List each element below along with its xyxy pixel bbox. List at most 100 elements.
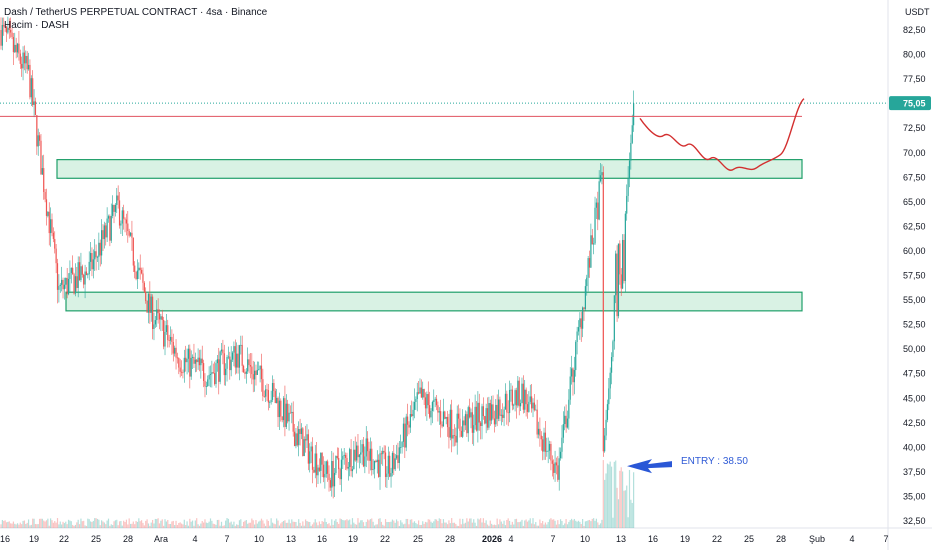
volume-label[interactable]: Hacim · DASH [4, 20, 70, 31]
volume-bar [429, 519, 431, 528]
volume-bar [601, 519, 603, 528]
candle-body [32, 78, 34, 105]
candle-body [499, 399, 501, 416]
volume-bar [19, 522, 21, 528]
volume-bar [205, 522, 207, 528]
candle-body [471, 412, 473, 433]
volume-bar [395, 519, 398, 528]
volume-bar [481, 522, 483, 528]
volume-bar [40, 518, 42, 528]
volume-bar [251, 518, 253, 528]
volume-bar [51, 520, 53, 528]
volume-bar [59, 521, 61, 528]
volume-bar [368, 520, 370, 528]
candle-body [460, 430, 462, 437]
candle-body [314, 453, 316, 473]
volume-bar [190, 521, 192, 528]
candle-body [333, 473, 336, 487]
volume-bar [29, 525, 31, 528]
volume-bar [277, 520, 279, 528]
volume-bar [438, 518, 440, 528]
volume-bar [225, 520, 227, 528]
candle-body [207, 379, 209, 387]
candle-body [92, 259, 94, 270]
candle-body [157, 309, 159, 314]
candle-body [371, 448, 373, 471]
volume-bar [262, 520, 264, 528]
candle-body [163, 320, 165, 347]
candle-body [66, 277, 68, 295]
volume-bar [373, 525, 376, 528]
y-tick-label: 82,50 [903, 25, 926, 35]
volume-bar [296, 525, 298, 528]
volume-bar [77, 519, 79, 528]
candle-body [610, 357, 613, 373]
candle-body [339, 469, 341, 480]
volume-bar [36, 524, 38, 528]
volume-bar [610, 466, 613, 528]
volume-bar [491, 523, 493, 528]
volume-bar [431, 522, 433, 528]
candle-body [218, 359, 220, 382]
volume-bar [241, 525, 243, 528]
volume-bar [587, 520, 589, 528]
candle-body [434, 398, 436, 401]
candle-body [588, 258, 591, 268]
resistance-zone [56, 159, 803, 179]
candle-body [209, 374, 212, 375]
candle-body [548, 443, 551, 451]
volume-bar [38, 518, 41, 528]
volume-bar [448, 520, 450, 528]
candle-body [183, 357, 185, 373]
candle-body [626, 195, 628, 214]
volume-bar [73, 525, 75, 528]
volume-bar [426, 522, 428, 528]
candle-body [584, 286, 586, 310]
volume-bar [229, 522, 231, 528]
volume-bar [116, 519, 118, 528]
candle-body [208, 374, 210, 380]
volume-bar [27, 519, 30, 528]
volume-bar [129, 523, 132, 528]
symbol-title[interactable]: Dash / TetherUS PERPETUAL CONTRACT · 4sa… [4, 7, 268, 18]
volume-bar [376, 524, 378, 528]
candle-body [518, 380, 520, 407]
volume-bar [127, 524, 129, 528]
volume-bar [187, 525, 190, 528]
volume-bar [583, 525, 585, 528]
volume-bar [147, 523, 150, 528]
volume-bar [548, 519, 551, 528]
candle-body [608, 388, 610, 405]
candle-body [384, 452, 387, 477]
candle-body [99, 242, 101, 256]
volume-bar [444, 522, 446, 528]
volume-bar [138, 518, 140, 528]
volume-bar [287, 522, 289, 528]
volume-bar [5, 522, 8, 528]
candle-body [546, 450, 548, 452]
candle-body [265, 389, 267, 397]
volume-bar [207, 523, 209, 528]
candle-body [96, 256, 99, 258]
volume-bar [364, 525, 366, 528]
candle-body [455, 435, 457, 443]
candle-body [171, 336, 173, 342]
candle-body [142, 273, 144, 283]
candle-body [291, 411, 293, 414]
volume-bar [134, 524, 136, 528]
volume-bar [473, 519, 475, 528]
volume-bar [557, 520, 559, 528]
volume-bar [58, 524, 60, 528]
x-tick-label: Ara [154, 534, 168, 544]
volume-bar [295, 522, 297, 528]
candle-body [544, 432, 547, 452]
candle-body [601, 172, 603, 176]
last-price-value: 75,05 [903, 99, 926, 109]
candle-body [267, 390, 269, 403]
candle-body [191, 356, 194, 358]
volume-bar [582, 518, 584, 528]
candle-body [263, 396, 265, 397]
candle-body [597, 202, 599, 220]
candle-body [484, 416, 486, 424]
